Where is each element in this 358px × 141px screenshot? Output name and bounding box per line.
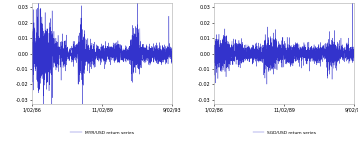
MYR/USD return series	[141, 57, 145, 59]
SGD/USD return series	[350, 2, 354, 4]
MYR/USD return series	[95, 50, 99, 51]
SGD/USD return series	[212, 45, 217, 46]
SGD/USD return series	[352, 58, 357, 59]
MYR/USD return series	[37, 2, 41, 4]
MYR/USD return series	[98, 54, 103, 56]
MYR/USD return series	[166, 48, 170, 50]
Line: MYR/USD return series: MYR/USD return series	[32, 3, 172, 104]
MYR/USD return series	[170, 45, 174, 47]
MYR/USD return series	[41, 103, 45, 105]
SGD/USD return series	[265, 83, 269, 85]
SGD/USD return series	[323, 51, 327, 53]
SGD/USD return series	[219, 51, 224, 52]
SGD/USD return series	[348, 56, 353, 58]
Line: SGD/USD return series: SGD/USD return series	[214, 3, 354, 84]
Legend: SGD/USD return series: SGD/USD return series	[251, 129, 318, 136]
SGD/USD return series	[348, 53, 353, 55]
Legend: MYR/USD return series: MYR/USD return series	[69, 129, 136, 136]
SGD/USD return series	[277, 49, 281, 51]
SGD/USD return series	[280, 46, 285, 47]
MYR/USD return series	[37, 44, 42, 46]
MYR/USD return series	[30, 28, 34, 30]
MYR/USD return series	[166, 51, 170, 53]
